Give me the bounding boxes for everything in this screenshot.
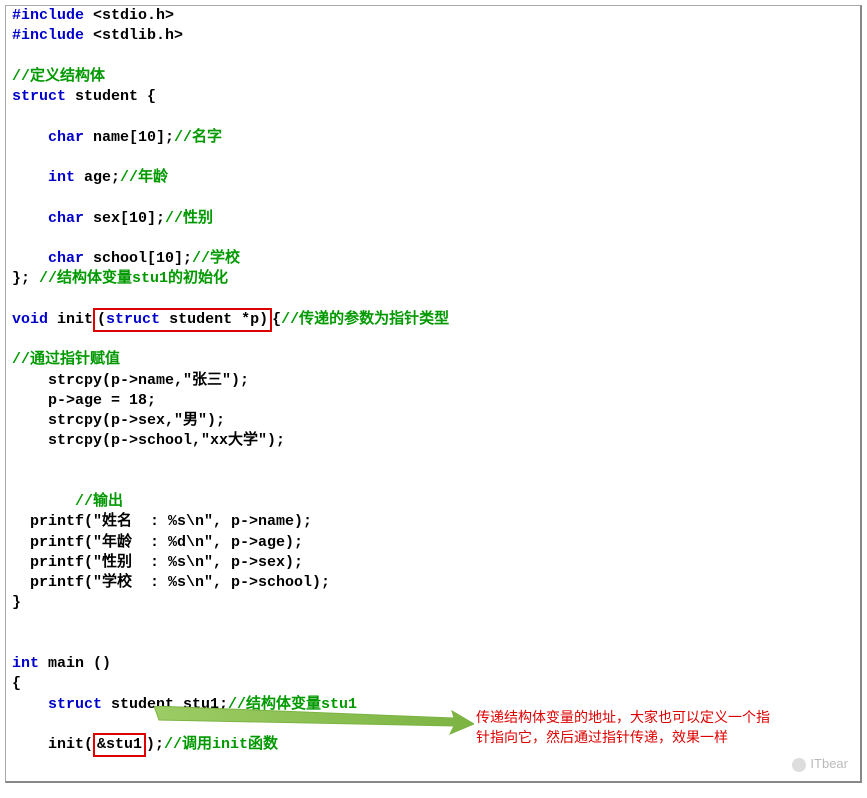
code-line: struct student { — [12, 87, 860, 107]
code-line: printf("性别 : %s\n", p->sex); — [12, 553, 860, 573]
code-line: char name[10];//名字 — [12, 128, 860, 148]
code-text: <stdlib.h> — [84, 27, 183, 44]
wechat-icon — [792, 758, 806, 772]
code-line: printf("学校 : %s\n", p->school); — [12, 573, 860, 593]
comment: //传递的参数为指针类型 — [281, 311, 449, 328]
keyword: struct — [12, 88, 66, 105]
comment: //名字 — [174, 129, 222, 146]
code-line — [12, 229, 860, 249]
comment: //通过指针赋值 — [12, 350, 860, 370]
keyword: char — [12, 129, 84, 146]
code-line: { — [12, 674, 860, 694]
keyword: char — [12, 210, 84, 227]
code-text: }; — [12, 270, 39, 287]
code-text: ( — [97, 311, 106, 328]
highlight-box-param: (struct student *p) — [93, 308, 272, 332]
code-line: strcpy(p->sex,"男"); — [12, 411, 860, 431]
comment: //性别 — [165, 210, 213, 227]
highlight-box-arg: &stu1 — [93, 733, 146, 757]
keyword: int — [12, 655, 39, 672]
code-line — [12, 614, 860, 634]
code-line: } — [12, 593, 860, 613]
code-line — [12, 634, 860, 654]
watermark-text: ITbear — [810, 756, 848, 771]
code-line: }; //结构体变量stu1的初始化 — [12, 269, 860, 289]
code-line — [12, 107, 860, 127]
code-line — [12, 148, 860, 168]
code-text: student *p) — [160, 311, 268, 328]
code-frame: #include <stdio.h> #include <stdlib.h> /… — [5, 5, 862, 783]
code-line: char school[10];//学校 — [12, 249, 860, 269]
code-text: sex[10]; — [84, 210, 165, 227]
code-line — [12, 330, 860, 350]
keyword: void — [12, 311, 48, 328]
code-text: <stdio.h> — [84, 7, 174, 24]
code-line — [12, 452, 860, 472]
comment: //定义结构体 — [12, 67, 860, 87]
code-text: student stu1; — [102, 696, 228, 713]
code-text: school[10]; — [84, 250, 192, 267]
watermark: ITbear — [792, 755, 848, 773]
comment: //年龄 — [120, 169, 168, 186]
comment: //输出 — [12, 492, 860, 512]
code-line: strcpy(p->school,"xx大学"); — [12, 431, 860, 451]
code-line: printf("姓名 : %s\n", p->name); — [12, 512, 860, 532]
code-text: init( — [12, 736, 93, 753]
comment: //学校 — [192, 250, 240, 267]
comment: //调用init函数 — [164, 736, 278, 753]
code-line: strcpy(p->name,"张三"); — [12, 371, 860, 391]
keyword: int — [12, 169, 75, 186]
code-text: name[10]; — [84, 129, 174, 146]
code-line: int age;//年龄 — [12, 168, 860, 188]
preproc-keyword: #include — [12, 7, 84, 24]
code-line: void init(struct student *p){//传递的参数为指针类… — [12, 310, 860, 330]
code-line: p->age = 18; — [12, 391, 860, 411]
code-line — [12, 472, 860, 492]
annotation-note: 传递结构体变量的地址，大家也可以定义一个指 针指向它，然后通过指针传递，效果一样 — [476, 708, 770, 747]
keyword: struct — [106, 311, 160, 328]
preproc-keyword: #include — [12, 27, 84, 44]
keyword: struct — [12, 696, 102, 713]
code-line — [12, 776, 860, 784]
code-line: #include <stdio.h> — [12, 6, 860, 26]
code-text: student { — [66, 88, 156, 105]
code-line — [12, 290, 860, 310]
code-line — [12, 47, 860, 67]
code-line: #include <stdlib.h> — [12, 26, 860, 46]
comment: //结构体变量stu1 — [228, 696, 357, 713]
code-line — [12, 188, 860, 208]
code-line: char sex[10];//性别 — [12, 209, 860, 229]
code-text: age; — [75, 169, 120, 186]
code-text: init — [48, 311, 93, 328]
code-text: main () — [39, 655, 111, 672]
comment: //结构体变量stu1的初始化 — [39, 270, 228, 287]
code-text: { — [272, 311, 281, 328]
keyword: char — [12, 250, 84, 267]
code-line: printf("年龄 : %d\n", p->age); — [12, 533, 860, 553]
code-text: ); — [146, 736, 164, 753]
code-line: int main () — [12, 654, 860, 674]
code-line — [12, 755, 860, 775]
